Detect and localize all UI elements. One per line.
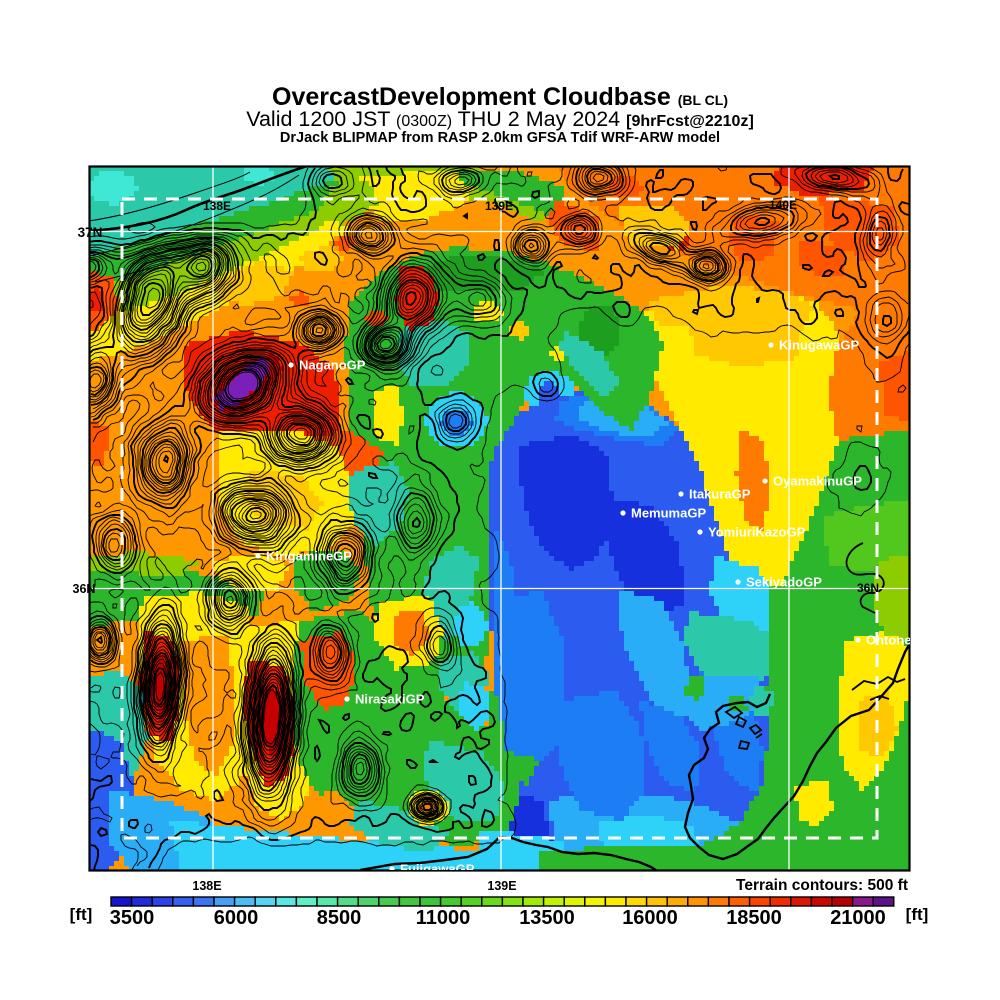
svg-text:140E: 140E [769,198,797,212]
svg-text:21000: 21000 [830,907,886,929]
svg-text:YomiuriKazoGP: YomiuriKazoGP [708,525,806,540]
svg-text:16000: 16000 [622,907,678,929]
svg-text:139E: 139E [487,879,516,893]
svg-text:139E: 139E [485,199,513,213]
svg-text:8500: 8500 [317,907,362,929]
svg-text:[ft]: [ft] [906,905,929,924]
svg-text:SekiyadoGP: SekiyadoGP [746,575,822,590]
svg-text:36N: 36N [73,582,96,596]
svg-text:36N: 36N [857,581,879,595]
svg-text:6000: 6000 [214,907,259,929]
svg-text:3500: 3500 [110,907,155,929]
svg-text:11000: 11000 [416,907,471,929]
svg-text:MemumaGP: MemumaGP [631,506,706,521]
svg-text:[ft]: [ft] [70,905,93,924]
svg-text:18500: 18500 [726,907,782,929]
svg-text:13500: 13500 [519,907,575,929]
svg-text:FujigawaGP: FujigawaGP [400,862,475,877]
svg-text:138E: 138E [192,879,221,893]
svg-text:NaganoGP: NaganoGP [299,358,366,373]
svg-text:KinugawaGP: KinugawaGP [779,338,860,353]
svg-text:OhtoneGP: OhtoneGP [866,633,931,648]
svg-text:ItakuraGP: ItakuraGP [689,487,751,502]
svg-text:Terrain contours: 500 ft: Terrain contours: 500 ft [736,877,908,894]
svg-text:37N: 37N [78,225,103,240]
svg-text:OyamakinuGP: OyamakinuGP [773,474,862,489]
svg-text:KirigamineGP: KirigamineGP [266,549,352,564]
svg-text:138E: 138E [203,199,231,213]
svg-text:NirasakiGP: NirasakiGP [355,692,425,707]
